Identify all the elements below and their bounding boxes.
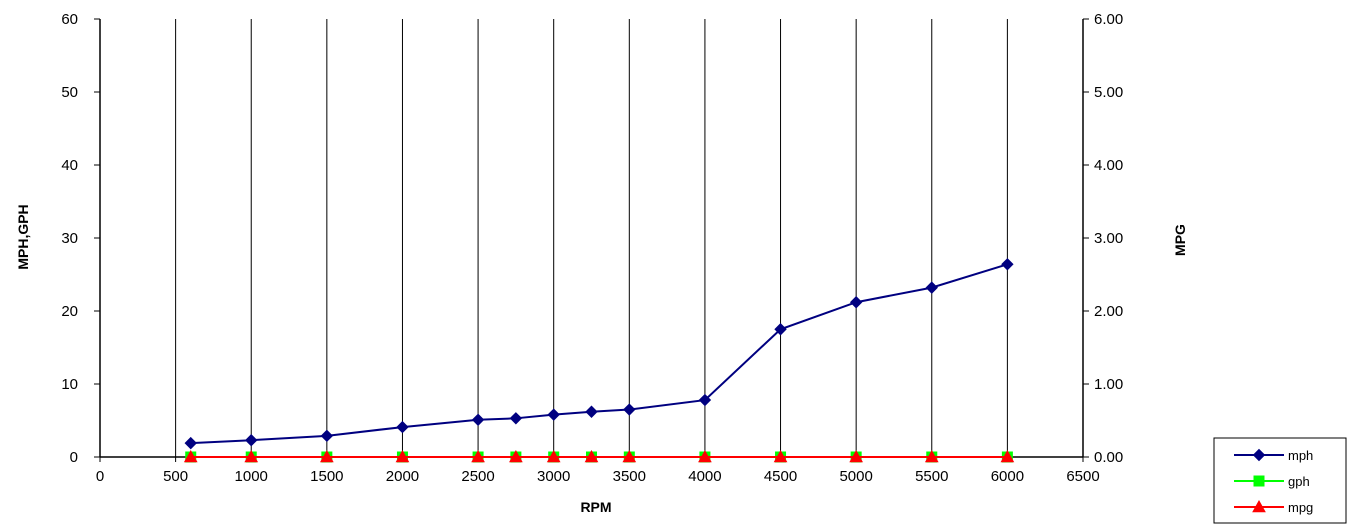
legend-label: mph bbox=[1288, 448, 1313, 463]
y2-tick-label: 6.00 bbox=[1094, 11, 1123, 28]
y-tick-label: 20 bbox=[61, 303, 78, 320]
legend-label: mpg bbox=[1288, 500, 1313, 515]
y2-tick-label: 5.00 bbox=[1094, 84, 1123, 101]
data-point-mph bbox=[509, 412, 523, 425]
legend-item-mph: mph bbox=[1234, 448, 1313, 463]
x-tick-label: 4000 bbox=[688, 468, 721, 485]
data-point-mph bbox=[849, 296, 863, 309]
data-point-mpg bbox=[622, 449, 637, 463]
series-mph bbox=[184, 258, 1014, 450]
x-tick-label: 3500 bbox=[613, 468, 646, 485]
x-tick-label: 5500 bbox=[915, 468, 948, 485]
legend-swatch-marker bbox=[1253, 475, 1265, 487]
data-point-mph bbox=[698, 393, 712, 407]
data-point-mph bbox=[547, 408, 560, 421]
data-point-mpg bbox=[471, 449, 485, 463]
data-point-mph bbox=[774, 323, 787, 336]
y-axis-tick-labels: 0 10 20 30 40 50 60 bbox=[61, 11, 78, 466]
data-point-mpg bbox=[698, 449, 712, 463]
data-point-mpg bbox=[319, 449, 334, 463]
y-tick-label: 0 bbox=[70, 449, 78, 466]
axes bbox=[94, 18, 1089, 462]
x-tick-label: 2500 bbox=[461, 468, 494, 485]
data-point-mph bbox=[184, 436, 197, 450]
x-tick-label: 6000 bbox=[991, 468, 1024, 485]
data-point-mpg bbox=[546, 449, 561, 463]
legend: mph gph mpg bbox=[1213, 437, 1347, 524]
y-tick-label: 40 bbox=[61, 157, 78, 174]
y2-tick-label: 2.00 bbox=[1094, 303, 1123, 320]
y2-tick-label: 1.00 bbox=[1094, 376, 1123, 393]
data-point-mpg bbox=[395, 449, 410, 463]
legend-swatch-marker bbox=[1252, 499, 1266, 513]
data-point-mpg bbox=[244, 449, 259, 463]
data-point-mpg bbox=[849, 449, 864, 463]
y2-axis-title: MPG bbox=[1172, 224, 1188, 256]
data-point-mph bbox=[320, 429, 334, 443]
data-point-mph bbox=[585, 405, 598, 418]
data-point-mph bbox=[1001, 258, 1014, 271]
y-tick-label: 30 bbox=[61, 230, 78, 247]
x-axis-title: RPM bbox=[580, 499, 611, 515]
series-mpg bbox=[183, 449, 1015, 463]
data-point-mph bbox=[471, 413, 485, 426]
y-tick-label: 60 bbox=[61, 11, 78, 28]
data-point-mph bbox=[396, 420, 409, 434]
y-axis-title: MPH,GPH bbox=[15, 204, 31, 269]
legend-swatch-marker bbox=[1252, 448, 1266, 462]
y2-tick-label: 0.00 bbox=[1094, 449, 1123, 466]
data-point-mpg bbox=[183, 449, 198, 463]
x-axis-tick-labels: 0 500 1000 1500 2000 2500 3000 3500 4000 4500 5000… bbox=[96, 468, 1100, 485]
legend-item-gph: gph bbox=[1234, 474, 1310, 489]
x-tick-label: 1500 bbox=[310, 468, 343, 485]
x-tick-label: 6500 bbox=[1066, 468, 1099, 485]
y-tick-label: 50 bbox=[61, 84, 78, 101]
y2-tick-label: 4.00 bbox=[1094, 157, 1123, 174]
series-layer bbox=[183, 258, 1015, 463]
y2-axis-tick-labels: 0.00 1.00 2.00 3.00 4.00 5.00 6.00 bbox=[1094, 11, 1123, 466]
series-line-mph bbox=[190, 263, 1008, 445]
x-tick-label: 500 bbox=[163, 468, 188, 485]
data-point-mph bbox=[925, 281, 938, 294]
legend-item-mpg: mpg bbox=[1234, 499, 1313, 515]
data-point-mpg bbox=[773, 449, 788, 463]
data-point-mpg bbox=[584, 449, 599, 463]
data-point-mpg bbox=[509, 449, 523, 463]
data-point-mph bbox=[245, 434, 258, 447]
x-tick-label: 3000 bbox=[537, 468, 570, 485]
legend-label: gph bbox=[1288, 474, 1310, 489]
grid-lines bbox=[175, 19, 1008, 457]
x-tick-label: 5000 bbox=[839, 468, 872, 485]
x-tick-label: 1000 bbox=[235, 468, 268, 485]
x-tick-label: 4500 bbox=[764, 468, 797, 485]
data-point-mpg bbox=[924, 449, 939, 463]
x-tick-label: 0 bbox=[96, 468, 104, 485]
data-point-mph bbox=[623, 403, 636, 416]
data-point-mpg bbox=[1000, 449, 1015, 463]
y2-tick-label: 3.00 bbox=[1094, 230, 1123, 247]
x-tick-label: 2000 bbox=[386, 468, 419, 485]
y-tick-label: 10 bbox=[61, 376, 78, 393]
